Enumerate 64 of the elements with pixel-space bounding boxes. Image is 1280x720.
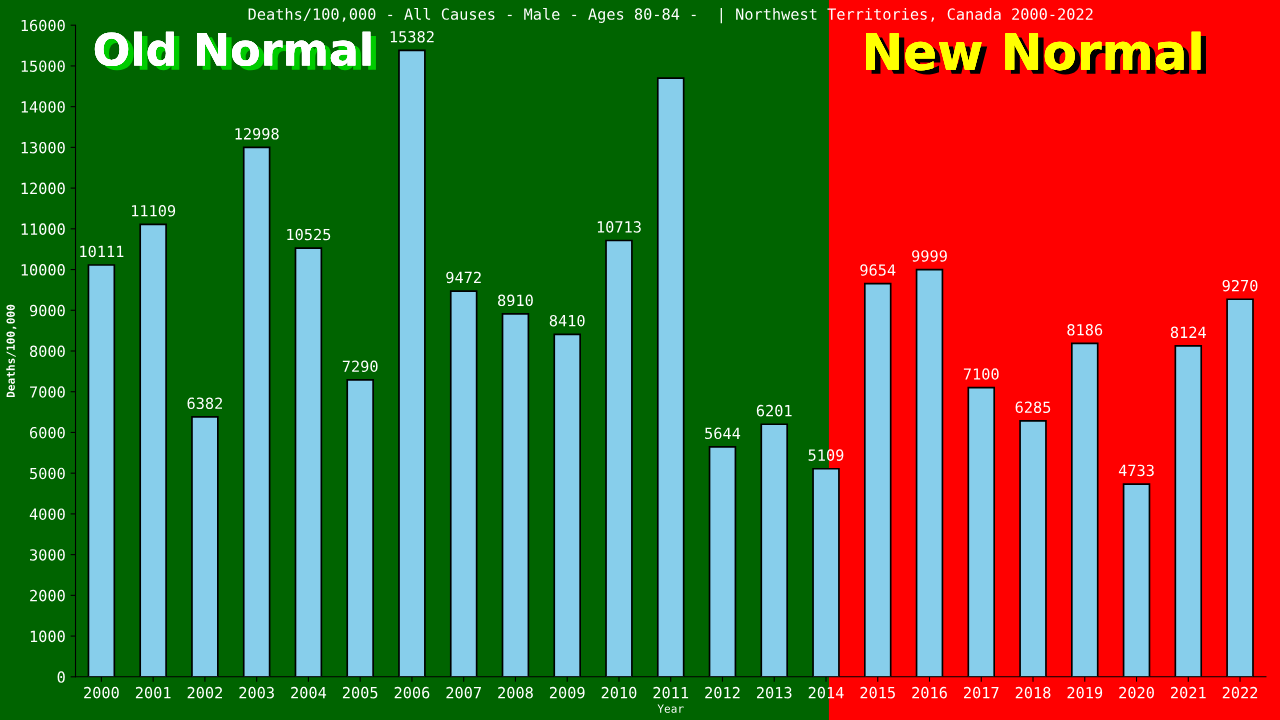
y-tick-label: 14000 — [21, 101, 65, 113]
y-tick-label: 5000 — [30, 467, 65, 480]
x-tick-label: 2000 — [84, 686, 119, 699]
x-tick-label: 2008 — [498, 686, 533, 699]
x-tick-label: 2010 — [601, 686, 637, 699]
x-tick-label: 2018 — [1015, 686, 1051, 699]
data-label: 10525 — [287, 228, 331, 241]
data-label: 4733 — [1118, 464, 1154, 477]
x-tick-label: 2005 — [342, 686, 378, 699]
y-tick-label: 4000 — [29, 508, 65, 520]
y-tick-label: 7000 — [30, 386, 65, 398]
x-tick-label: 2002 — [187, 686, 223, 699]
y-tick-label: 11000 — [21, 223, 65, 235]
x-tick-label: 2006 — [394, 686, 430, 699]
data-label: 12998 — [235, 128, 279, 140]
y-tick-label: 0 — [57, 671, 65, 683]
x-tick-label: 2013 — [756, 686, 792, 699]
band-label: New Normal — [866, 31, 1206, 75]
y-tick-label: 6000 — [30, 426, 65, 439]
x-tick-label: 2001 — [135, 686, 171, 699]
data-label: 10713 — [597, 221, 641, 233]
y-tick-label: 13000 — [21, 141, 65, 154]
data-label: 7290 — [342, 360, 378, 373]
data-label: 11109 — [132, 204, 176, 217]
x-tick-label: 2004 — [291, 686, 327, 699]
y-tick-label: 8000 — [29, 345, 65, 358]
x-tick-label: 2021 — [1171, 686, 1206, 699]
x-tick-label: 2003 — [239, 686, 274, 699]
x-tick-label: 2020 — [1119, 686, 1154, 699]
data-label: 9270 — [1222, 279, 1258, 292]
x-tick-label: 2017 — [964, 686, 999, 699]
x-tick-label: 2022 — [1222, 686, 1258, 699]
x-axis-title: Year — [657, 704, 684, 713]
y-tick-label: 9000 — [29, 304, 65, 317]
data-label: 6285 — [1015, 401, 1051, 413]
data-label: 10111 — [80, 245, 124, 258]
y-tick-label: 3000 — [30, 549, 65, 561]
data-label: 8410 — [549, 314, 585, 327]
data-label: 8124 — [1170, 326, 1206, 339]
x-tick-label: 2016 — [912, 686, 947, 699]
y-axis-title: Deaths/100,000 — [6, 304, 17, 398]
y-tick-label: 2000 — [30, 589, 65, 602]
x-tick-label: 2012 — [705, 686, 740, 699]
x-tick-label: 2015 — [860, 686, 895, 699]
x-tick-label: 2011 — [653, 686, 689, 699]
y-tick-label: 15000 — [21, 60, 65, 72]
data-label: 15382 — [390, 30, 434, 43]
x-tick-label: 2007 — [446, 686, 481, 699]
data-label: 9654 — [860, 264, 896, 276]
y-tick-label: 12000 — [21, 182, 65, 195]
data-label: 9472 — [446, 271, 481, 284]
data-label: 9999 — [912, 250, 947, 262]
y-tick-label: 16000 — [21, 19, 65, 32]
data-label: 7100 — [963, 368, 999, 380]
band-label: Old Normal — [94, 31, 376, 71]
y-tick-label: 10000 — [21, 264, 65, 276]
x-tick-label: 2019 — [1067, 686, 1103, 699]
y-tick-label: 1000 — [30, 630, 65, 643]
data-label: 8186 — [1067, 324, 1103, 336]
x-tick-label: 2009 — [549, 686, 585, 699]
data-label: 8910 — [498, 294, 533, 307]
data-label: 5644 — [705, 427, 741, 440]
data-label: 6201 — [756, 404, 792, 417]
data-label: 6382 — [187, 397, 223, 410]
